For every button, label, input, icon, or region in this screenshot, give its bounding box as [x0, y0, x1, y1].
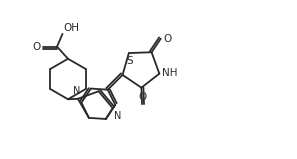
Text: O: O	[163, 34, 172, 44]
Text: O: O	[33, 42, 41, 52]
Text: OH: OH	[64, 23, 80, 33]
Text: O: O	[138, 92, 146, 102]
Text: S: S	[127, 55, 133, 66]
Text: N: N	[73, 86, 80, 96]
Text: NH: NH	[162, 68, 178, 78]
Text: N: N	[114, 111, 121, 121]
